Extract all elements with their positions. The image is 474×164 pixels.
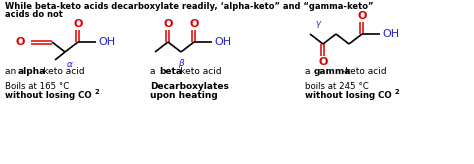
Text: acids do not: acids do not bbox=[5, 10, 63, 19]
Text: O: O bbox=[164, 19, 173, 29]
Text: O: O bbox=[16, 37, 25, 47]
Text: While beta-keto acids decarboxylate readily, ‘alpha-keto” and “gamma-keto”: While beta-keto acids decarboxylate read… bbox=[5, 2, 374, 11]
Text: without losing CO: without losing CO bbox=[305, 91, 392, 100]
Text: without losing CO: without losing CO bbox=[5, 91, 91, 100]
Text: 2: 2 bbox=[95, 89, 100, 95]
Text: β: β bbox=[178, 59, 184, 68]
Text: boils at 245 °C: boils at 245 °C bbox=[305, 82, 369, 91]
Text: Boils at 165 °C: Boils at 165 °C bbox=[5, 82, 69, 91]
Text: OH: OH bbox=[382, 29, 399, 39]
Text: O: O bbox=[189, 19, 199, 29]
Text: gamma: gamma bbox=[314, 67, 351, 76]
Text: upon heating: upon heating bbox=[150, 91, 218, 100]
Text: Decarboxylates: Decarboxylates bbox=[150, 82, 229, 91]
Text: α: α bbox=[67, 60, 73, 69]
Text: -keto acid: -keto acid bbox=[40, 67, 85, 76]
Text: γ: γ bbox=[315, 19, 320, 28]
Text: 2: 2 bbox=[395, 89, 400, 95]
Text: -keto acid: -keto acid bbox=[342, 67, 387, 76]
Text: OH: OH bbox=[98, 37, 115, 47]
Text: alpha: alpha bbox=[18, 67, 46, 76]
Text: O: O bbox=[357, 11, 367, 21]
Text: beta: beta bbox=[159, 67, 182, 76]
Text: a: a bbox=[305, 67, 313, 76]
Text: OH: OH bbox=[214, 37, 231, 47]
Text: a: a bbox=[150, 67, 158, 76]
Text: O: O bbox=[73, 19, 82, 29]
Text: an: an bbox=[5, 67, 19, 76]
Text: -keto acid: -keto acid bbox=[177, 67, 222, 76]
Text: O: O bbox=[319, 57, 328, 67]
